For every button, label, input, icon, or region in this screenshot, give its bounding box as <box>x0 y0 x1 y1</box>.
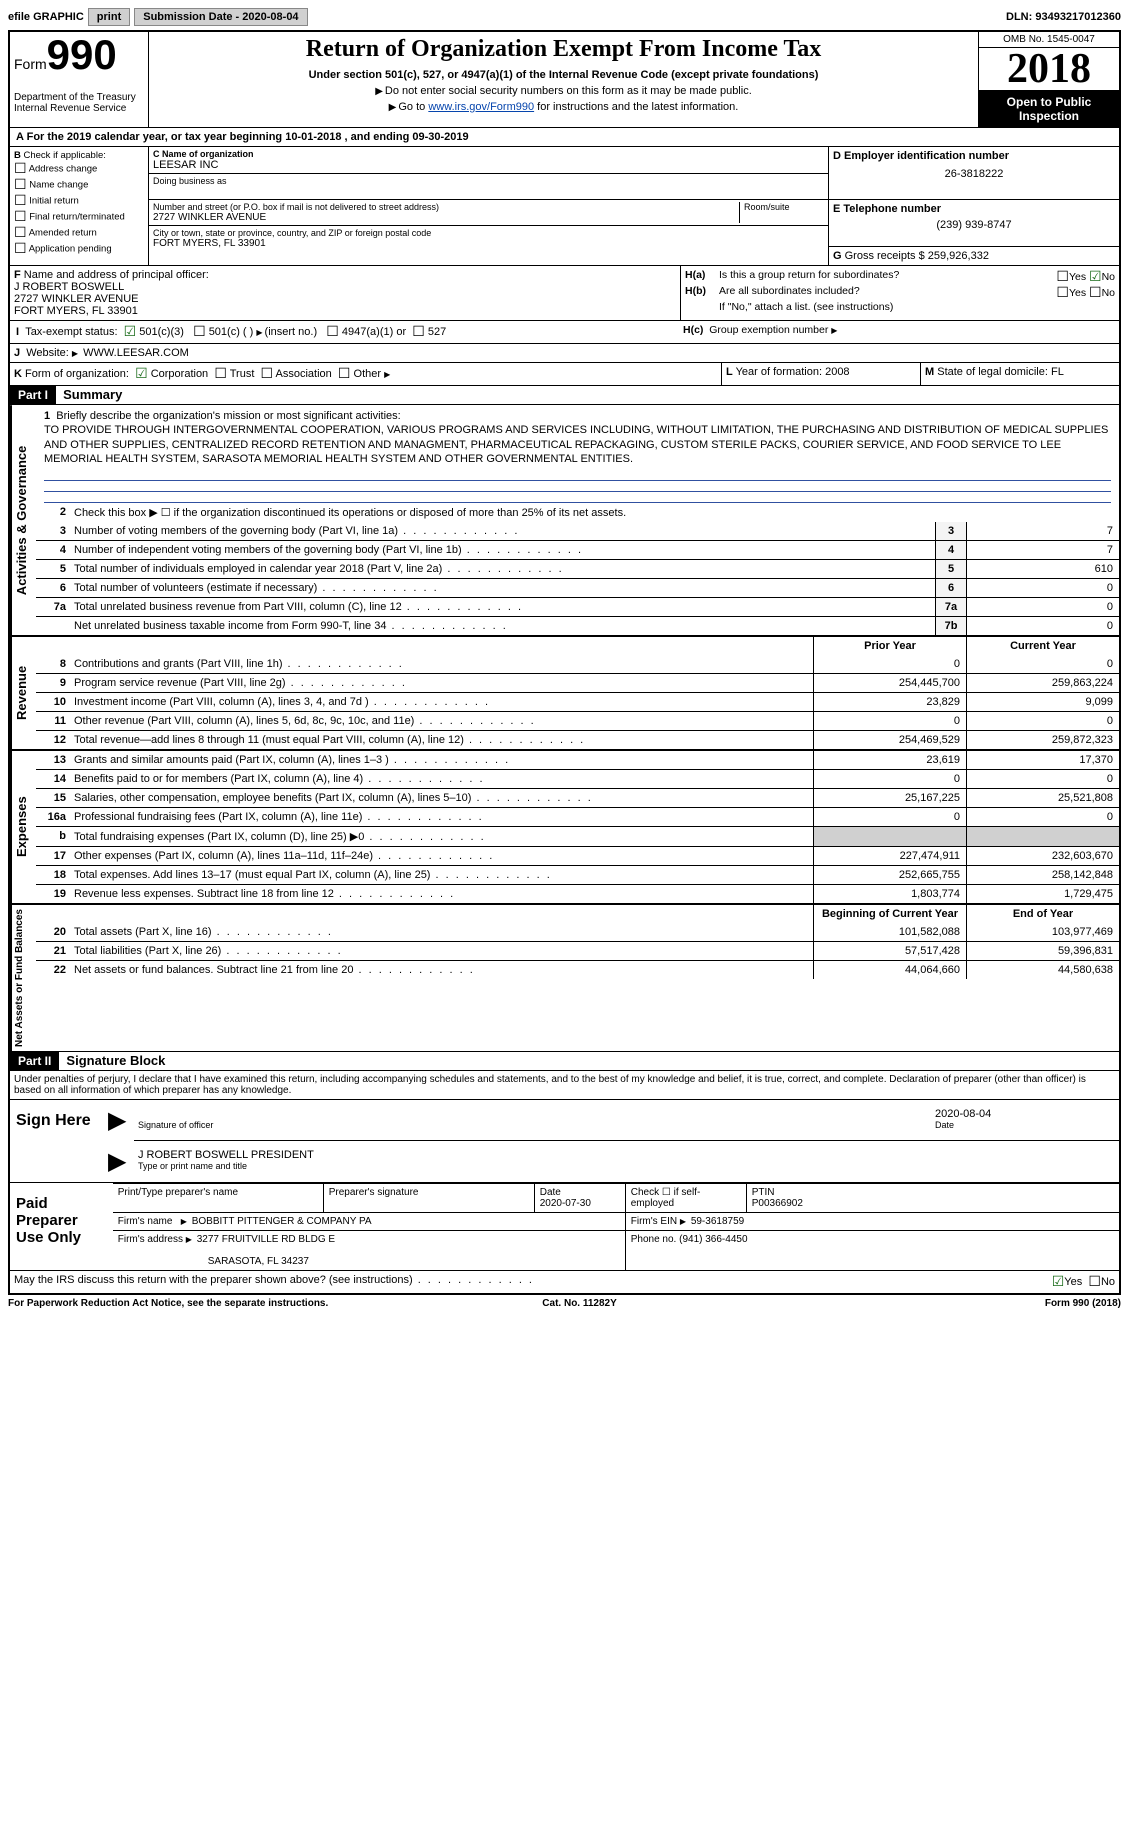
website: WWW.LEESAR.COM <box>83 347 189 359</box>
table-row: 9 Program service revenue (Part VIII, li… <box>36 673 1119 692</box>
page-footer: For Paperwork Reduction Act Notice, see … <box>8 1295 1121 1309</box>
section-KLM: K Form of organization: Corporation Trus… <box>10 363 1119 386</box>
dln: DLN: 93493217012360 <box>1006 11 1121 23</box>
officer-name: J ROBERT BOSWELL <box>14 281 676 293</box>
sig-date: 2020-08-04 <box>935 1108 1115 1120</box>
table-row: 17 Other expenses (Part IX, column (A), … <box>36 846 1119 865</box>
phone: (239) 939-8747 <box>833 219 1115 231</box>
table-row: 8 Contributions and grants (Part VIII, l… <box>36 655 1119 673</box>
gross-receipts: 259,926,332 <box>928 250 989 262</box>
section-J: J Website: WWW.LEESAR.COM <box>10 344 1119 363</box>
open-to-public: Open to Public Inspection <box>979 91 1119 127</box>
form-header: Form990 Department of the Treasury Inter… <box>10 32 1119 128</box>
officer-printed: J ROBERT BOSWELL PRESIDENT <box>138 1149 1115 1161</box>
table-row: 22 Net assets or fund balances. Subtract… <box>36 960 1119 979</box>
table-row: 5 Total number of individuals employed i… <box>36 559 1119 578</box>
section-BCDEG: B Check if applicable: Address change Na… <box>10 147 1119 266</box>
firm-name: BOBBITT PITTENGER & COMPANY PA <box>192 1216 372 1227</box>
table-row: 12 Total revenue—add lines 8 through 11 … <box>36 730 1119 749</box>
side-expenses: Expenses <box>10 751 36 903</box>
submission-date: Submission Date - 2020-08-04 <box>134 8 307 26</box>
side-revenue: Revenue <box>10 637 36 749</box>
irs-label: Internal Revenue Service <box>14 103 144 114</box>
section-FH: F Name and address of principal officer:… <box>10 266 1119 321</box>
table-row: 19 Revenue less expenses. Subtract line … <box>36 884 1119 903</box>
part-I-revenue: Revenue Prior Year Current Year 8 Contri… <box>10 635 1119 749</box>
paid-preparer-table: Print/Type preparer's name Preparer's si… <box>113 1183 1119 1270</box>
table-row: 15 Salaries, other compensation, employe… <box>36 788 1119 807</box>
firm-phone: (941) 366-4450 <box>679 1234 747 1245</box>
part-II-header: Part II Signature Block <box>10 1052 1119 1071</box>
ein: 26-3818222 <box>833 168 1115 180</box>
section-F: F Name and address of principal officer:… <box>10 266 681 320</box>
line-A-period: A For the 2019 calendar year, or tax yea… <box>10 128 1119 147</box>
section-I: I Tax-exempt status: 501(c)(3) 501(c) ( … <box>10 321 1119 344</box>
mission-text: TO PROVIDE THROUGH INTERGOVERNMENTAL COO… <box>44 424 1108 465</box>
table-row: 4 Number of independent voting members o… <box>36 540 1119 559</box>
form-title: Return of Organization Exempt From Incom… <box>153 36 974 63</box>
table-row: 16a Professional fundraising fees (Part … <box>36 807 1119 826</box>
table-row: 20 Total assets (Part X, line 16) 101,58… <box>36 923 1119 941</box>
table-row: 6 Total number of volunteers (estimate i… <box>36 578 1119 597</box>
perjury-declaration: Under penalties of perjury, I declare th… <box>10 1071 1119 1100</box>
tax-year: 2018 <box>979 48 1119 91</box>
part-I-governance: Activities & Governance 1 Briefly descri… <box>10 405 1119 635</box>
firm-ein: 59-3618759 <box>691 1216 744 1227</box>
header-left: Form990 Department of the Treasury Inter… <box>10 32 149 127</box>
part-I-header: Part I Summary <box>10 386 1119 405</box>
section-DEG: D Employer identification number 26-3818… <box>829 147 1119 265</box>
form-990: Form990 Department of the Treasury Inter… <box>8 30 1121 1295</box>
table-row: 14 Benefits paid to or for members (Part… <box>36 769 1119 788</box>
instructions-link[interactable]: www.irs.gov/Form990 <box>428 101 534 113</box>
section-B: B Check if applicable: Address change Na… <box>10 147 149 265</box>
ssn-warning: Do not enter social security numbers on … <box>153 85 974 97</box>
dept-treasury: Department of the Treasury <box>14 92 144 103</box>
table-row: 13 Grants and similar amounts paid (Part… <box>36 751 1119 769</box>
section-H: H(a)Is this a group return for subordina… <box>681 266 1119 320</box>
table-row: 3 Number of voting members of the govern… <box>36 522 1119 540</box>
side-netassets: Net Assets or Fund Balances <box>10 905 36 1051</box>
section-C: C Name of organization LEESAR INC Doing … <box>149 147 829 265</box>
instructions-link-row: Go to www.irs.gov/Form990 for instructio… <box>153 101 974 113</box>
side-governance: Activities & Governance <box>10 405 36 635</box>
part-I-expenses: Expenses 13 Grants and similar amounts p… <box>10 749 1119 903</box>
print-button[interactable]: print <box>88 8 130 26</box>
table-row: 21 Total liabilities (Part X, line 26) 5… <box>36 941 1119 960</box>
header-center: Return of Organization Exempt From Incom… <box>149 32 978 127</box>
org-street: 2727 WINKLER AVENUE <box>153 212 739 223</box>
table-row: 7a Total unrelated business revenue from… <box>36 597 1119 616</box>
header-right: OMB No. 1545-0047 2018 Open to Public In… <box>978 32 1119 127</box>
top-toolbar: efile GRAPHIC print Submission Date - 20… <box>8 8 1121 26</box>
paid-preparer-block: Paid Preparer Use Only Print/Type prepar… <box>10 1183 1119 1271</box>
form-subtitle: Under section 501(c), 527, or 4947(a)(1)… <box>153 69 974 81</box>
sign-here-block: Sign Here ▶ Signature of officer 2020-08… <box>10 1100 1119 1183</box>
table-row: Net unrelated business taxable income fr… <box>36 616 1119 635</box>
part-I-netassets: Net Assets or Fund Balances Beginning of… <box>10 903 1119 1052</box>
org-city: FORT MYERS, FL 33901 <box>153 238 824 249</box>
table-row: 11 Other revenue (Part VIII, column (A),… <box>36 711 1119 730</box>
ptin: P00366902 <box>752 1198 803 1209</box>
table-row: b Total fundraising expenses (Part IX, c… <box>36 826 1119 846</box>
org-name: LEESAR INC <box>153 159 824 171</box>
efile-label: efile GRAPHIC <box>8 11 84 23</box>
discuss-row: May the IRS discuss this return with the… <box>10 1271 1119 1293</box>
table-row: 10 Investment income (Part VIII, column … <box>36 692 1119 711</box>
table-row: 18 Total expenses. Add lines 13–17 (must… <box>36 865 1119 884</box>
